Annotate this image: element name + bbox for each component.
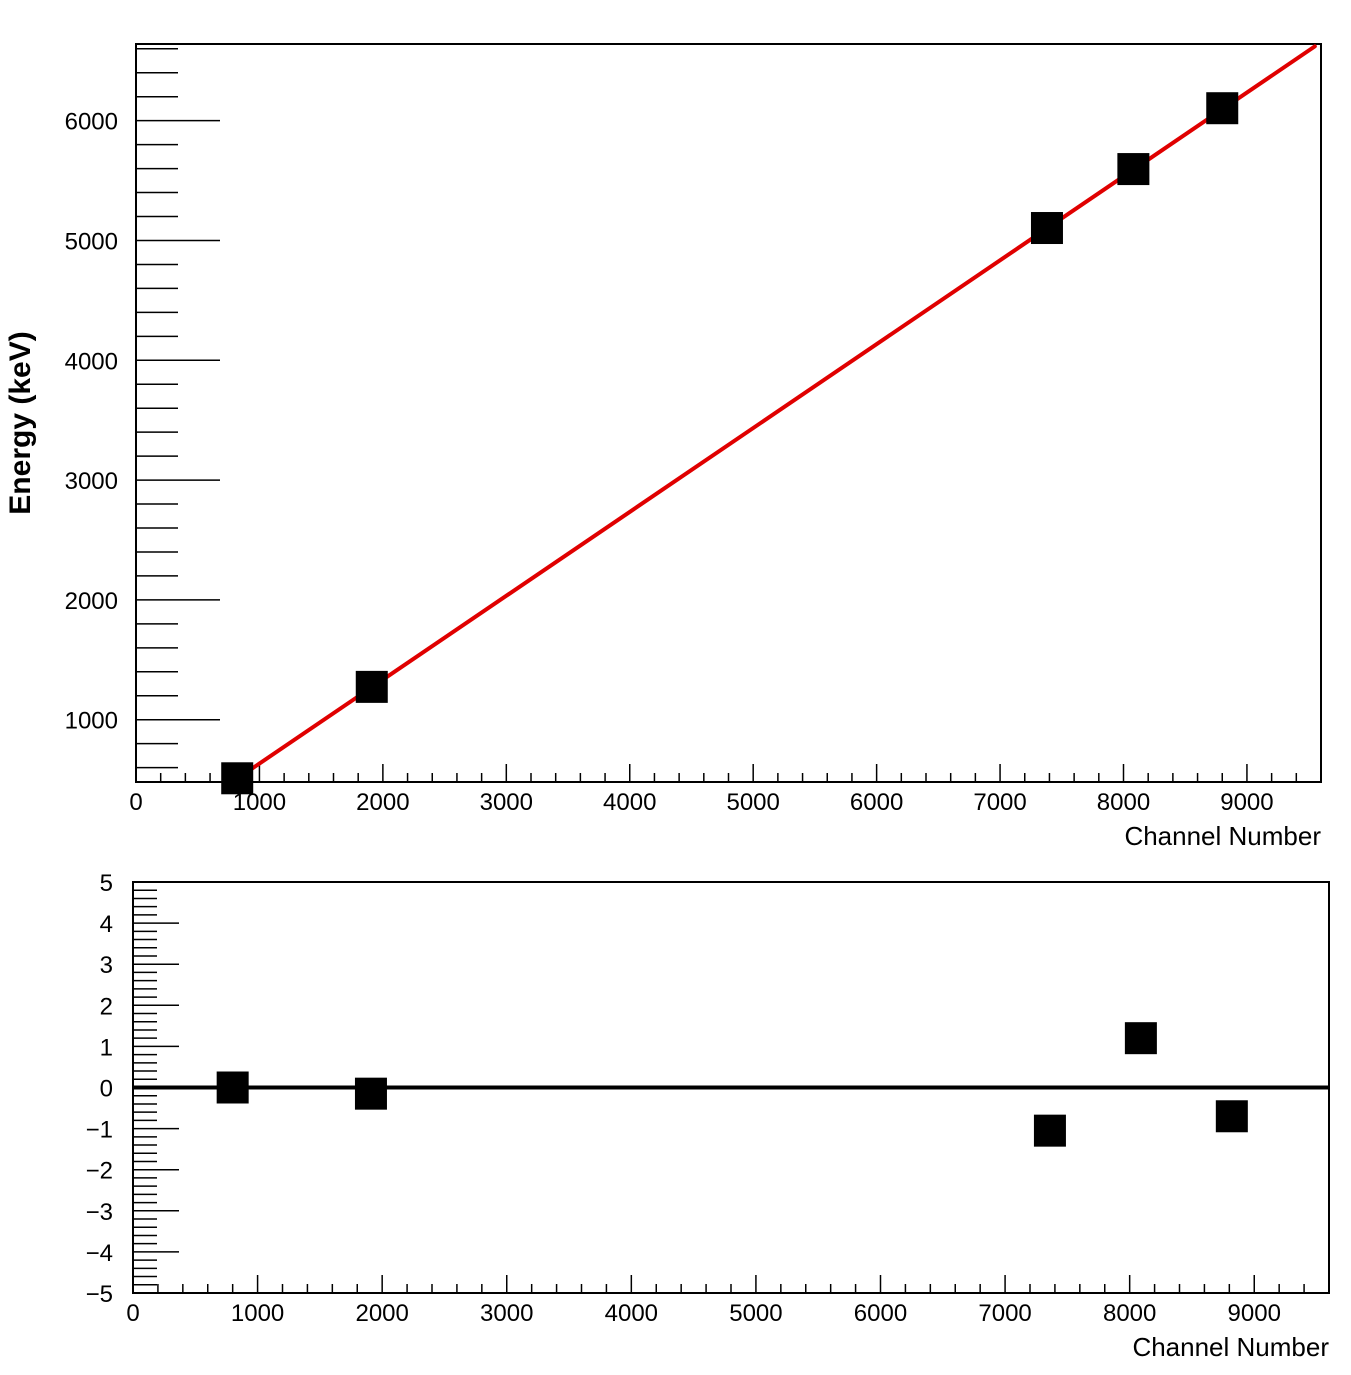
y-axis-title-0: Energy (keV) bbox=[4, 331, 37, 514]
data-point-0-2 bbox=[1030, 212, 1063, 245]
x-tick-label-1-8: 8000 bbox=[1103, 1300, 1156, 1327]
data-point-0-4 bbox=[1206, 92, 1239, 125]
data-point-0-0 bbox=[221, 762, 254, 795]
y-tick-label-0-0: 1000 bbox=[65, 708, 118, 735]
x-axis-title-1: Channel Number bbox=[1132, 1332, 1329, 1362]
x-tick-label-0-2: 2000 bbox=[356, 789, 409, 816]
x-tick-label-1-0: 0 bbox=[126, 1300, 139, 1327]
y-tick-label-0-4: 5000 bbox=[65, 228, 118, 255]
y-tick-label-0-2: 3000 bbox=[65, 468, 118, 495]
calibration-fit-line bbox=[230, 44, 1317, 784]
x-tick-label-0-8: 8000 bbox=[1097, 789, 1150, 816]
x-tick-label-0-3: 3000 bbox=[480, 789, 533, 816]
x-axis-title-0: Channel Number bbox=[1124, 821, 1321, 851]
y-tick-label-1-0: 5 bbox=[100, 870, 113, 897]
y-tick-label-0-1: 2000 bbox=[65, 588, 118, 615]
x-tick-label-1-5: 5000 bbox=[729, 1300, 782, 1327]
y-tick-label-1-10: −5 bbox=[86, 1281, 113, 1308]
data-point-0-3 bbox=[1117, 153, 1150, 186]
data-point-1-0 bbox=[216, 1071, 249, 1104]
x-tick-label-1-6: 6000 bbox=[854, 1300, 907, 1327]
y-tick-label-1-3: 2 bbox=[100, 993, 113, 1020]
data-point-1-4 bbox=[1215, 1100, 1248, 1133]
x-tick-label-1-9: 9000 bbox=[1228, 1300, 1281, 1327]
x-tick-label-1-3: 3000 bbox=[480, 1300, 533, 1327]
x-tick-label-0-0: 0 bbox=[129, 789, 142, 816]
y-tick-label-1-1: 4 bbox=[100, 911, 113, 938]
x-tick-label-1-1: 1000 bbox=[231, 1300, 284, 1327]
x-tick-label-0-4: 4000 bbox=[603, 789, 656, 816]
x-tick-label-1-2: 2000 bbox=[355, 1300, 408, 1327]
y-tick-label-0-5: 6000 bbox=[65, 109, 118, 136]
y-tick-label-0-3: 4000 bbox=[65, 348, 118, 375]
x-tick-label-0-6: 6000 bbox=[850, 789, 903, 816]
y-tick-label-1-7: −2 bbox=[86, 1158, 113, 1185]
data-point-0-1 bbox=[355, 670, 388, 703]
y-tick-label-1-5: 0 bbox=[100, 1076, 113, 1103]
y-tick-label-1-2: 3 bbox=[100, 952, 113, 979]
data-point-1-2 bbox=[1033, 1114, 1066, 1147]
x-tick-label-0-9: 9000 bbox=[1220, 789, 1273, 816]
y-tick-label-1-9: −4 bbox=[86, 1240, 113, 1267]
x-tick-label-0-5: 5000 bbox=[726, 789, 779, 816]
data-point-1-1 bbox=[354, 1077, 387, 1110]
y-tick-label-1-8: −3 bbox=[86, 1199, 113, 1226]
y-tick-label-1-4: 1 bbox=[100, 1034, 113, 1061]
x-tick-label-0-7: 7000 bbox=[973, 789, 1026, 816]
y-tick-label-1-6: −1 bbox=[86, 1117, 113, 1144]
x-tick-label-1-4: 4000 bbox=[605, 1300, 658, 1327]
data-point-1-3 bbox=[1124, 1022, 1157, 1055]
x-tick-label-1-7: 7000 bbox=[978, 1300, 1031, 1327]
